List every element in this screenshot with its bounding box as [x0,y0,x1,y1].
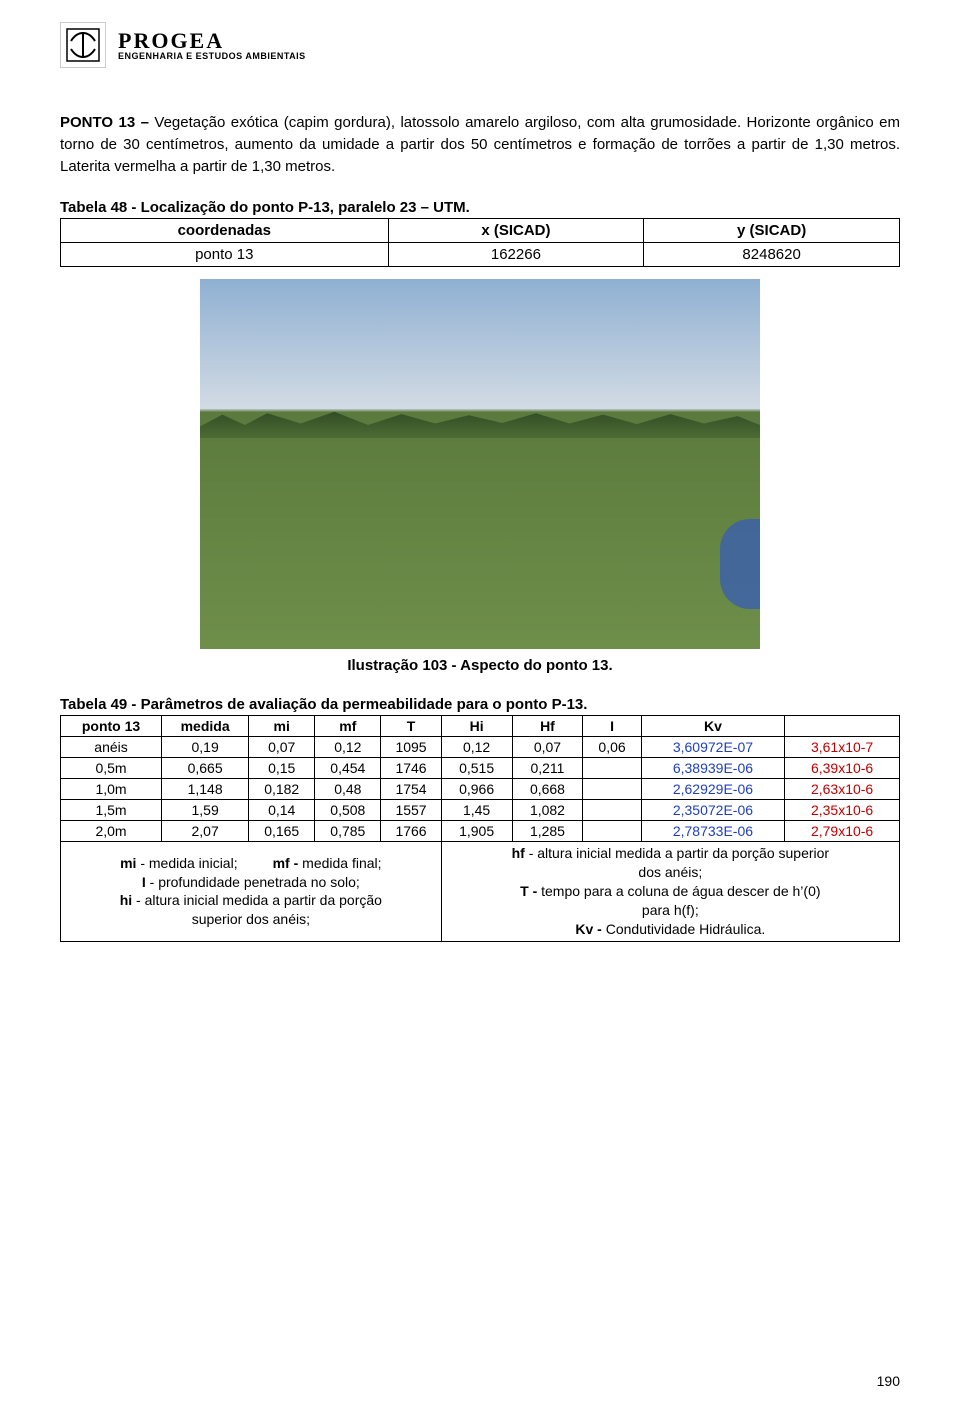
brand-subtitle: ENGENHARIA E ESTUDOS AMBIENTAIS [118,52,306,61]
table-cell: 1754 [381,779,441,800]
table48: coordenadas x (SICAD) y (SICAD) ponto 13… [60,218,900,267]
table49-header-row: ponto 13 medida mi mf T Hi Hf I Kv [61,716,900,737]
table-cell: anéis [61,737,162,758]
table-cell-kv: 2,62929E-06 [641,779,784,800]
table48-title: Tabela 48 - Localização do ponto P-13, p… [60,199,900,216]
table-cell: 1,148 [162,779,249,800]
table-cell: 1095 [381,737,441,758]
table-cell: 0,665 [162,758,249,779]
t49-h2: mi [249,716,315,737]
table-cell: 0,15 [249,758,315,779]
table-cell: 0,454 [315,758,381,779]
table48-row: ponto 13 162266 8248620 [61,243,900,267]
table-cell-kv: 2,35072E-06 [641,800,784,821]
table-row: 1,0m1,1480,1820,4817540,9660,668 2,62929E… [61,779,900,800]
page-number: 190 [877,1373,900,1389]
table-cell: 0,07 [249,737,315,758]
table-cell: 1766 [381,821,441,842]
table-cell: 1,905 [441,821,512,842]
table-row: anéis0,190,070,1210950,120,070,063,60972… [61,737,900,758]
table-row: 1,5m1,590,140,50815571,451,082 2,35072E-0… [61,800,900,821]
table-cell [583,758,641,779]
logo-icon [60,22,106,68]
table-cell [583,779,641,800]
t49-h6: Hf [512,716,583,737]
table-cell: 0,12 [315,737,381,758]
table-cell: 0,515 [441,758,512,779]
t49-h1: medida [162,716,249,737]
table-cell-kv2: 2,35x10-6 [785,800,900,821]
table-cell: 0,182 [249,779,315,800]
table-cell-kv: 6,38939E-06 [641,758,784,779]
table48-h2: y (SICAD) [644,219,900,243]
table-cell-kv2: 2,79x10-6 [785,821,900,842]
table-cell: 0,668 [512,779,583,800]
table-cell: 0,211 [512,758,583,779]
table-cell: 2,07 [162,821,249,842]
table-cell: 1746 [381,758,441,779]
table-cell [583,821,641,842]
table48-c0: ponto 13 [61,243,389,267]
table-cell: 1,0m [61,779,162,800]
table-cell-kv2: 2,63x10-6 [785,779,900,800]
table-cell: 1,082 [512,800,583,821]
table-cell: 1,45 [441,800,512,821]
table-cell: 0,07 [512,737,583,758]
table49-footer-left: mi - medida inicial; mf - medida final;I… [61,842,442,941]
table48-header-row: coordenadas x (SICAD) y (SICAD) [61,219,900,243]
table48-h0: coordenadas [61,219,389,243]
t49-h9 [785,716,900,737]
illustration-wrap [60,279,900,649]
table-cell: 1557 [381,800,441,821]
paragraph-lead: PONTO 13 – [60,114,154,131]
table-cell: 1,5m [61,800,162,821]
illustration-photo [200,279,760,649]
table49-footer-right: hf - altura inicial medida a partir da p… [441,842,899,941]
paragraph-main: PONTO 13 – Vegetação exótica (capim gord… [60,112,900,177]
table48-c2: 8248620 [644,243,900,267]
table-row: 2,0m2,070,1650,78517661,9051,285 2,78733E… [61,821,900,842]
table-cell-kv2: 3,61x10-7 [785,737,900,758]
table-cell: 0,19 [162,737,249,758]
table-cell: 0,06 [583,737,641,758]
table49-title: Tabela 49 - Parâmetros de avaliação da p… [60,696,900,713]
table-cell: 2,0m [61,821,162,842]
table-row: 0,5m0,6650,150,45417460,5150,211 6,38939E… [61,758,900,779]
brand-block: PROGEA ENGENHARIA E ESTUDOS AMBIENTAIS [118,30,306,61]
table-cell: 0,508 [315,800,381,821]
page-header: PROGEA ENGENHARIA E ESTUDOS AMBIENTAIS [60,20,900,70]
table-cell [583,800,641,821]
table-cell: 1,59 [162,800,249,821]
table-cell: 0,48 [315,779,381,800]
table48-c1: 162266 [388,243,644,267]
paragraph-body: Vegetação exótica (capim gordura), latos… [60,114,900,175]
table-cell-kv: 2,78733E-06 [641,821,784,842]
table-cell-kv2: 6,39x10-6 [785,758,900,779]
t49-h7: I [583,716,641,737]
table-cell: 0,12 [441,737,512,758]
table-cell-kv: 3,60972E-07 [641,737,784,758]
table-cell: 0,165 [249,821,315,842]
t49-h5: Hi [441,716,512,737]
t49-h4: T [381,716,441,737]
t49-h8: Kv [641,716,784,737]
table48-h1: x (SICAD) [388,219,644,243]
table49-footer-row: mi - medida inicial; mf - medida final;I… [61,842,900,941]
table-cell: 1,285 [512,821,583,842]
illustration-caption: Ilustração 103 - Aspecto do ponto 13. [60,657,900,674]
brand-name: PROGEA [118,30,306,52]
t49-h3: mf [315,716,381,737]
table-cell: 0,5m [61,758,162,779]
t49-h0: ponto 13 [61,716,162,737]
table49: ponto 13 medida mi mf T Hi Hf I Kv anéis… [60,715,900,941]
table-cell: 0,785 [315,821,381,842]
table-cell: 0,14 [249,800,315,821]
table-cell: 0,966 [441,779,512,800]
